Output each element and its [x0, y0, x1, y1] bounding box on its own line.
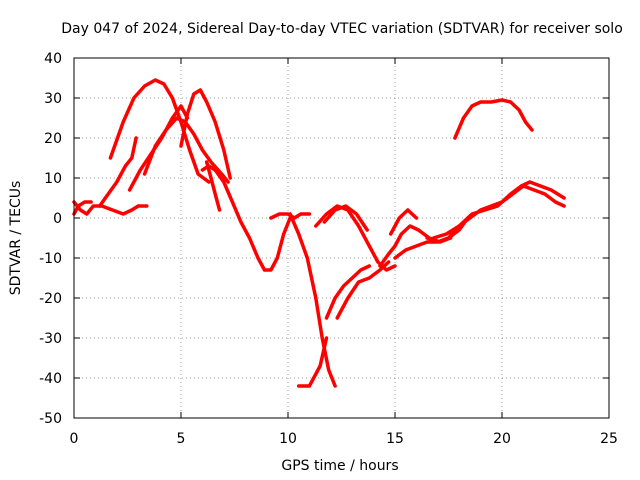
series-line-s2 — [179, 88, 232, 180]
series-line-s20 — [425, 184, 566, 244]
y-tick-label: 0 — [53, 211, 62, 227]
y-tick-label: 10 — [44, 171, 62, 187]
series-line-s6 — [72, 200, 149, 216]
x-tick-label: 20 — [493, 431, 511, 447]
series-line-s1 — [108, 78, 211, 184]
series-line-s18 — [393, 216, 470, 260]
x-tick-label: 10 — [279, 431, 297, 447]
series-line-s11 — [288, 212, 337, 388]
x-tick-label: 25 — [600, 431, 618, 447]
x-tick-label: 0 — [70, 431, 79, 447]
x-tick-label: 15 — [386, 431, 404, 447]
x-axis: 0 5 10 15 20 25 — [70, 58, 618, 447]
series-line-s5 — [97, 136, 138, 208]
y-tick-label: -20 — [39, 291, 62, 307]
plot-frame — [73, 57, 610, 419]
series-line-s4 — [127, 104, 190, 192]
series-line-s14 — [322, 204, 369, 232]
chart-title: Day 047 of 2024, Sidereal Day-to-day VTE… — [61, 21, 623, 37]
series-line-s19 — [388, 208, 419, 236]
y-tick-label: -50 — [39, 411, 62, 427]
series-layer — [72, 78, 566, 388]
series-line-s16 — [335, 260, 391, 320]
series-line-s22 — [453, 98, 534, 140]
series-line-s8 — [200, 164, 292, 272]
series-line-s12 — [296, 336, 329, 388]
y-tick-label: 20 — [44, 131, 62, 147]
y-tick-label: 40 — [44, 51, 62, 67]
y-tick-label: 30 — [44, 91, 62, 107]
y-tick-label: -40 — [39, 371, 62, 387]
series-line-s7 — [72, 200, 93, 216]
y-tick-label: -30 — [39, 331, 62, 347]
series-line-s13 — [324, 264, 372, 320]
grid — [74, 58, 609, 418]
x-axis-label: GPS time / hours — [281, 458, 398, 474]
y-tick-label: -10 — [39, 251, 62, 267]
y-axis: -50 -40 -30 -20 -10 0 10 20 30 40 — [39, 51, 609, 427]
x-tick-label: 5 — [177, 431, 186, 447]
series-line-s21 — [431, 180, 566, 240]
y-axis-label: SDTVAR / TECUs — [8, 181, 24, 296]
series-line-s9 — [204, 160, 222, 212]
